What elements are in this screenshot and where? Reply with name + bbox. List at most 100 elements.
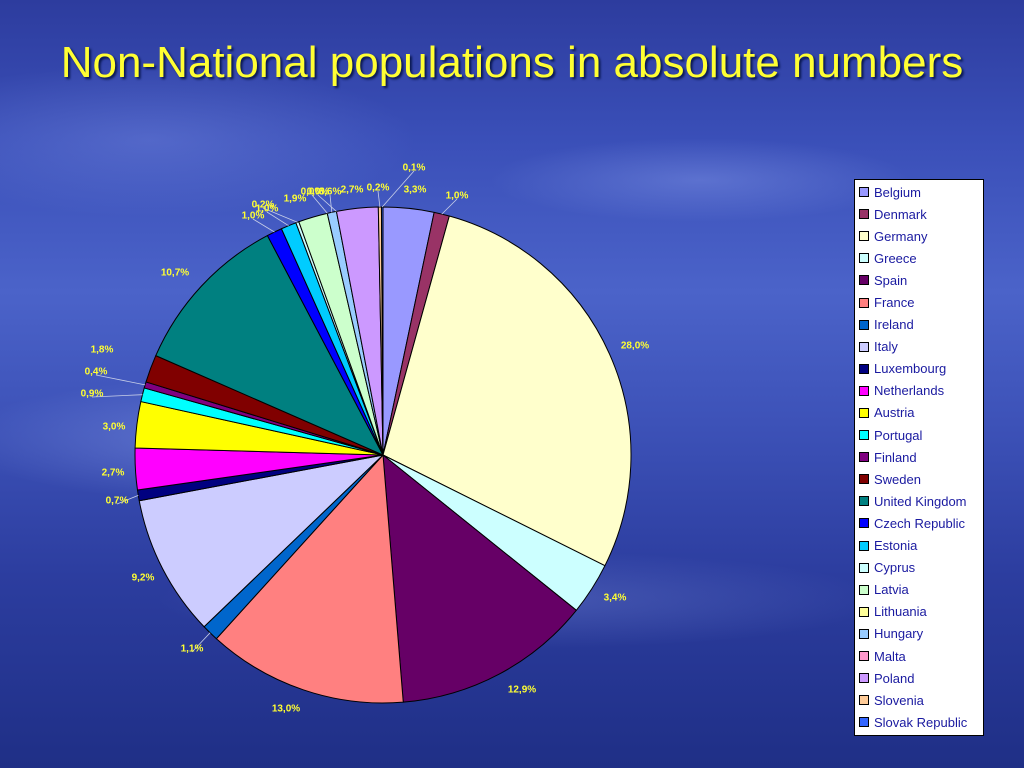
legend-swatch-belgium [859, 187, 869, 198]
legend-label-united-kingdom: United Kingdom [874, 493, 967, 509]
data-label-austria: 3,0% [103, 422, 126, 433]
legend-item-estonia: Estonia [859, 535, 983, 557]
pie-slice-italy [138, 454, 384, 628]
legend-swatch-czech-republic [859, 518, 869, 529]
data-label-slovak-republic: 0,1% [403, 163, 426, 174]
data-label-denmark: 1,0% [446, 191, 469, 202]
data-label-malta: 0,0% [307, 187, 330, 198]
legend-item-greece: Greece [859, 247, 983, 269]
legend-swatch-hungary [859, 628, 869, 639]
data-label-estonia: 1,0% [256, 204, 279, 215]
chart-legend: Belgium Denmark Germany Greece Spain France Ir… [854, 179, 984, 737]
leader-line-portugal [91, 394, 143, 398]
legend-item-austria: Austria [859, 402, 983, 424]
legend-swatch-slovak-republic [859, 717, 869, 728]
legend-swatch-cyprus [859, 562, 869, 573]
leader-line-slovenia [377, 190, 381, 208]
data-label-slovenia: 0,2% [367, 183, 390, 194]
data-label-france: 13,0% [272, 704, 300, 715]
legend-swatch-netherlands [859, 385, 869, 396]
legend-swatch-italy [859, 341, 869, 352]
legend-swatch-lithuania [859, 606, 869, 617]
data-label-ireland: 1,1% [181, 644, 204, 655]
legend-label-greece: Greece [874, 250, 917, 266]
legend-label-ireland: Ireland [874, 317, 914, 333]
leader-line-malta [317, 194, 337, 212]
pie-slices [134, 206, 632, 704]
data-label-cyprus: 0,2% [252, 200, 275, 211]
legend-item-italy: Italy [859, 336, 983, 358]
legend-item-finland: Finland [859, 446, 983, 468]
legend-swatch-germany [859, 231, 869, 242]
legend-item-portugal: Portugal [859, 424, 983, 446]
legend-label-belgium: Belgium [874, 184, 921, 200]
data-label-spain: 12,9% [508, 685, 536, 696]
legend-item-czech-republic: Czech Republic [859, 512, 983, 534]
leader-line-lithuania [311, 194, 328, 214]
data-label-poland: 2,7% [341, 185, 364, 196]
legend-label-lithuania: Lithuania [874, 604, 927, 620]
data-label-hungary: 0,6% [319, 187, 342, 198]
legend-swatch-france [859, 297, 869, 308]
data-label-italy: 9,2% [132, 573, 155, 584]
data-label-czech-republic: 1,0% [242, 211, 265, 222]
legend-label-sweden: Sweden [874, 471, 921, 487]
data-label-germany: 28,0% [621, 341, 649, 352]
legend-swatch-finland [859, 452, 869, 463]
legend-swatch-slovenia [859, 695, 869, 706]
pie-slice-united-kingdom [155, 235, 384, 456]
legend-swatch-latvia [859, 584, 869, 595]
legend-label-slovenia: Slovenia [874, 692, 924, 708]
legend-label-luxembourg: Luxembourg [874, 361, 947, 377]
legend-label-italy: Italy [874, 339, 898, 355]
legend-label-portugal: Portugal [874, 427, 923, 443]
legend-item-slovak-republic: Slovak Republic [859, 711, 983, 733]
legend-item-belgium: Belgium [859, 181, 983, 203]
legend-label-hungary: Hungary [874, 626, 924, 642]
legend-swatch-luxembourg [859, 363, 869, 374]
legend-swatch-portugal [859, 430, 869, 441]
legend-swatch-greece [859, 253, 869, 264]
legend-label-germany: Germany [874, 228, 928, 244]
legend-label-poland: Poland [874, 670, 915, 686]
legend-label-netherlands: Netherlands [874, 383, 945, 399]
legend-swatch-poland [859, 673, 869, 684]
legend-label-malta: Malta [874, 648, 906, 664]
pie-slice-spain [382, 454, 577, 703]
leader-line-hungary [329, 194, 333, 213]
legend-swatch-denmark [859, 209, 869, 220]
legend-swatch-estonia [859, 540, 869, 551]
data-label-sweden: 1,8% [91, 345, 114, 356]
legend-item-slovenia: Slovenia [859, 689, 983, 711]
pie-slice-france [215, 454, 404, 704]
data-label-belgium: 3,3% [404, 185, 427, 196]
legend-label-france: France [874, 295, 915, 311]
legend-item-sweden: Sweden [859, 468, 983, 490]
legend-label-finland: Finland [874, 449, 917, 465]
slide-title: Non-National populations in absolute num… [60, 38, 964, 87]
legend-item-hungary: Hungary [859, 623, 983, 645]
legend-label-latvia: Latvia [874, 582, 909, 598]
legend-item-ireland: Ireland [859, 314, 983, 336]
legend-item-spain: Spain [859, 269, 983, 291]
leader-line-cyprus [262, 207, 298, 223]
data-label-luxembourg: 0,7% [106, 496, 129, 507]
legend-label-slovak-republic: Slovak Republic [874, 714, 968, 730]
legend-item-luxembourg: Luxembourg [859, 358, 983, 380]
pie-slice-germany [382, 215, 632, 567]
legend-swatch-sweden [859, 474, 869, 485]
legend-item-netherlands: Netherlands [859, 380, 983, 402]
data-label-netherlands: 2,7% [102, 468, 125, 479]
legend-label-spain: Spain [874, 272, 908, 288]
legend-label-austria: Austria [874, 405, 915, 421]
legend-swatch-spain [859, 275, 869, 286]
legend-item-france: France [859, 291, 983, 313]
leader-line-estonia [266, 211, 289, 227]
legend-item-cyprus: Cyprus [859, 557, 983, 579]
leader-line-denmark [441, 198, 458, 215]
legend-label-cyprus: Cyprus [874, 560, 916, 576]
leader-lines [91, 170, 458, 653]
data-label-lithuania: 0,0% [301, 187, 324, 198]
legend-item-malta: Malta [859, 645, 983, 667]
data-label-finland: 0,4% [85, 367, 108, 378]
